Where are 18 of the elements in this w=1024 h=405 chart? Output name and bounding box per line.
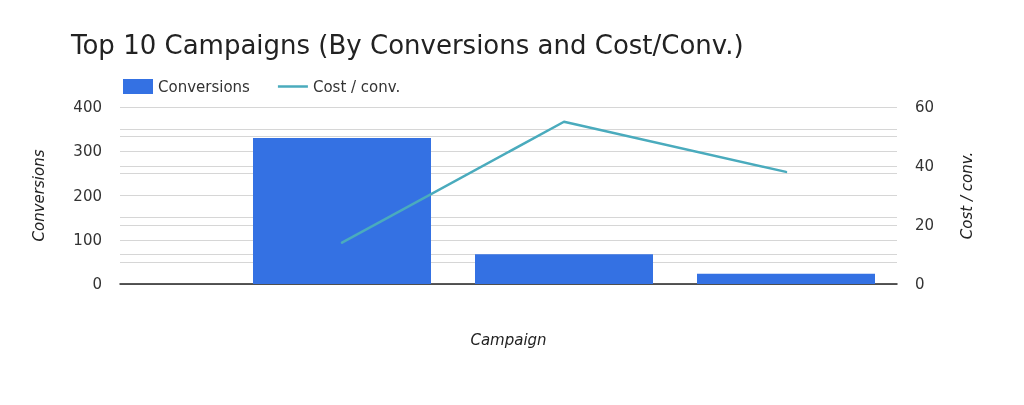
y-tick-label: 0 [92,275,102,293]
y2-tick-label: 60 [915,98,935,116]
y2-tick-label: 0 [915,275,925,293]
y-tick-label: 100 [73,230,102,249]
bar [475,254,653,284]
y-tick-label: 200 [73,186,102,205]
bar [697,273,875,284]
y2-axis-title: Cost / conv. [957,151,976,240]
chart-title: Top 10 Campaigns (By Conversions and Cost/Conv.) [70,30,744,60]
y2-tick-label: 20 [915,216,935,234]
y2-tick-label: 40 [915,157,935,175]
y-tick-label: 300 [73,142,102,161]
y-axis-title: Conversions [29,149,48,242]
legend-label: Cost / conv. [312,77,401,96]
y-tick-label: 400 [73,98,102,116]
x-axis-title: Campaign [470,330,547,349]
bar [253,137,431,284]
legend-label: Conversions [158,77,251,96]
